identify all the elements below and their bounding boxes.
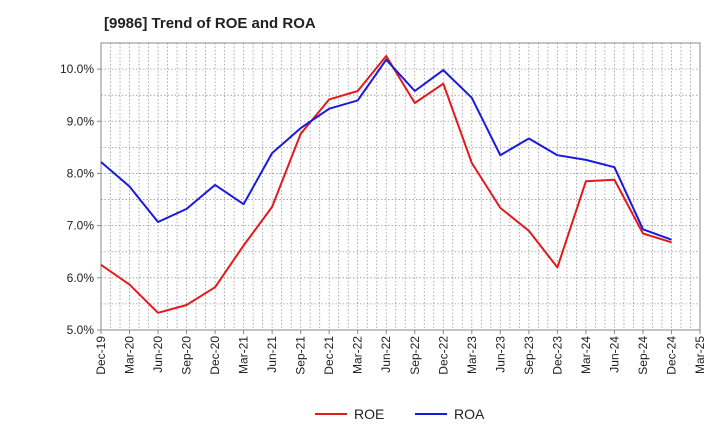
x-tick-label: Mar-20 [123, 336, 137, 374]
x-tick-label: Dec-23 [550, 336, 564, 375]
x-tick-label: Sep-24 [636, 336, 650, 375]
grid [101, 42, 700, 330]
y-tick-label: 9.0% [67, 114, 95, 128]
x-tick-label: Dec-21 [322, 336, 336, 375]
series-line-roa [100, 58, 672, 241]
legend-label-roa: ROA [454, 406, 485, 422]
x-tick-label: Sep-21 [294, 336, 308, 375]
series-lines [100, 55, 672, 314]
x-tick-label: Mar-23 [465, 336, 479, 374]
x-tick-label: Jun-23 [493, 336, 507, 373]
x-axis: Dec-19 Mar-20 Jun-20 Sep-20 Dec-20 Mar-21 Jun-… [94, 330, 707, 375]
y-tick-label: 8.0% [67, 166, 95, 180]
x-tick-label: Mar-25 [693, 336, 707, 374]
plot-frame [100, 42, 701, 331]
legend-label-roe: ROE [354, 406, 384, 422]
x-tick-label: Jun-20 [151, 336, 165, 373]
x-tick-label: Mar-22 [351, 336, 365, 374]
legend: ROE ROA [315, 406, 485, 422]
x-tick-label: Dec-20 [208, 336, 222, 375]
y-tick-label: 7.0% [67, 219, 95, 233]
x-tick-label: Mar-24 [579, 336, 593, 374]
y-tick-label: 6.0% [67, 271, 95, 285]
x-tick-label: Sep-22 [408, 336, 422, 375]
x-tick-label: Sep-20 [180, 336, 194, 375]
x-tick-label: Jun-21 [265, 336, 279, 373]
series-line-roe [100, 55, 672, 314]
y-tick-label: 5.0% [67, 323, 95, 337]
x-tick-label: Jun-22 [379, 336, 393, 373]
x-tick-label: Dec-24 [664, 336, 678, 375]
x-tick-label: Dec-22 [436, 336, 450, 375]
chart-title: [9986] Trend of ROE and ROA [104, 15, 316, 32]
y-tick-label: 10.0% [60, 62, 94, 76]
x-tick-label: Sep-23 [522, 336, 536, 375]
x-tick-label: Dec-19 [94, 336, 108, 375]
y-axis: 5.0% 6.0% 7.0% 8.0% 9.0% 10.0% [60, 62, 101, 337]
x-tick-label: Mar-21 [237, 336, 251, 374]
x-tick-label: Jun-24 [607, 336, 621, 373]
